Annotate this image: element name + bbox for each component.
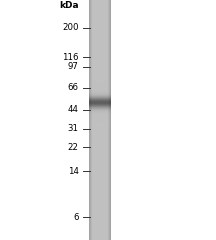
Text: 22: 22: [68, 143, 79, 151]
Text: 66: 66: [68, 83, 79, 92]
Text: 116: 116: [62, 53, 79, 62]
Text: 97: 97: [68, 62, 79, 71]
Text: 44: 44: [68, 105, 79, 114]
Text: 14: 14: [68, 167, 79, 176]
Text: 31: 31: [68, 124, 79, 133]
Text: 6: 6: [73, 213, 79, 222]
Text: 200: 200: [62, 23, 79, 32]
Text: kDa: kDa: [59, 1, 79, 10]
